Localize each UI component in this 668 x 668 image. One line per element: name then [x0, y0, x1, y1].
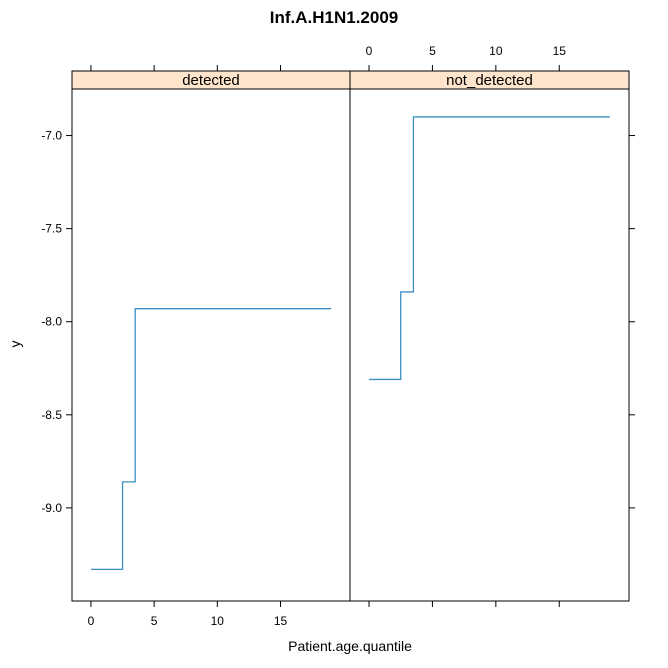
strip-label-detected: detected	[182, 72, 240, 89]
x-tick-label-detected: 5	[151, 614, 158, 628]
x-tick-label-not-detected: 10	[489, 44, 503, 58]
x-tick-label-detected: 0	[88, 614, 95, 628]
y-tick-label: -9.0	[41, 501, 62, 515]
chart-marks: 0 5 10 15 -9.0 -8.5 -8.0 -7.5 -7.0 0 5 10 15	[41, 44, 635, 628]
series-line-not-detected	[369, 116, 610, 381]
x-tick-label-detected: 15	[274, 614, 288, 628]
x-tick-label-not-detected: 5	[429, 44, 436, 58]
chart-title: Inf.A.H1N1.2009	[270, 8, 399, 27]
panel-frame-not-detected	[349, 70, 630, 602]
x-tick-label-not-detected: 15	[553, 44, 567, 58]
y-tick-label: -7.5	[41, 222, 62, 236]
y-tick-label: -8.0	[41, 315, 62, 329]
y-tick-label: -8.5	[41, 408, 62, 422]
x-tick-label-detected: 10	[211, 614, 225, 628]
strip-not-detected	[349, 70, 630, 90]
series-line-detected	[90, 308, 332, 570]
x-tick-label-not-detected: 0	[366, 44, 373, 58]
y-tick-label: -7.0	[41, 129, 62, 143]
panel-frame-detected	[71, 70, 351, 602]
strip-label-not-detected: not_detected	[446, 72, 533, 89]
y-axis-label: y	[7, 341, 23, 348]
x-axis-label: Patient.age.quantile	[288, 638, 412, 654]
